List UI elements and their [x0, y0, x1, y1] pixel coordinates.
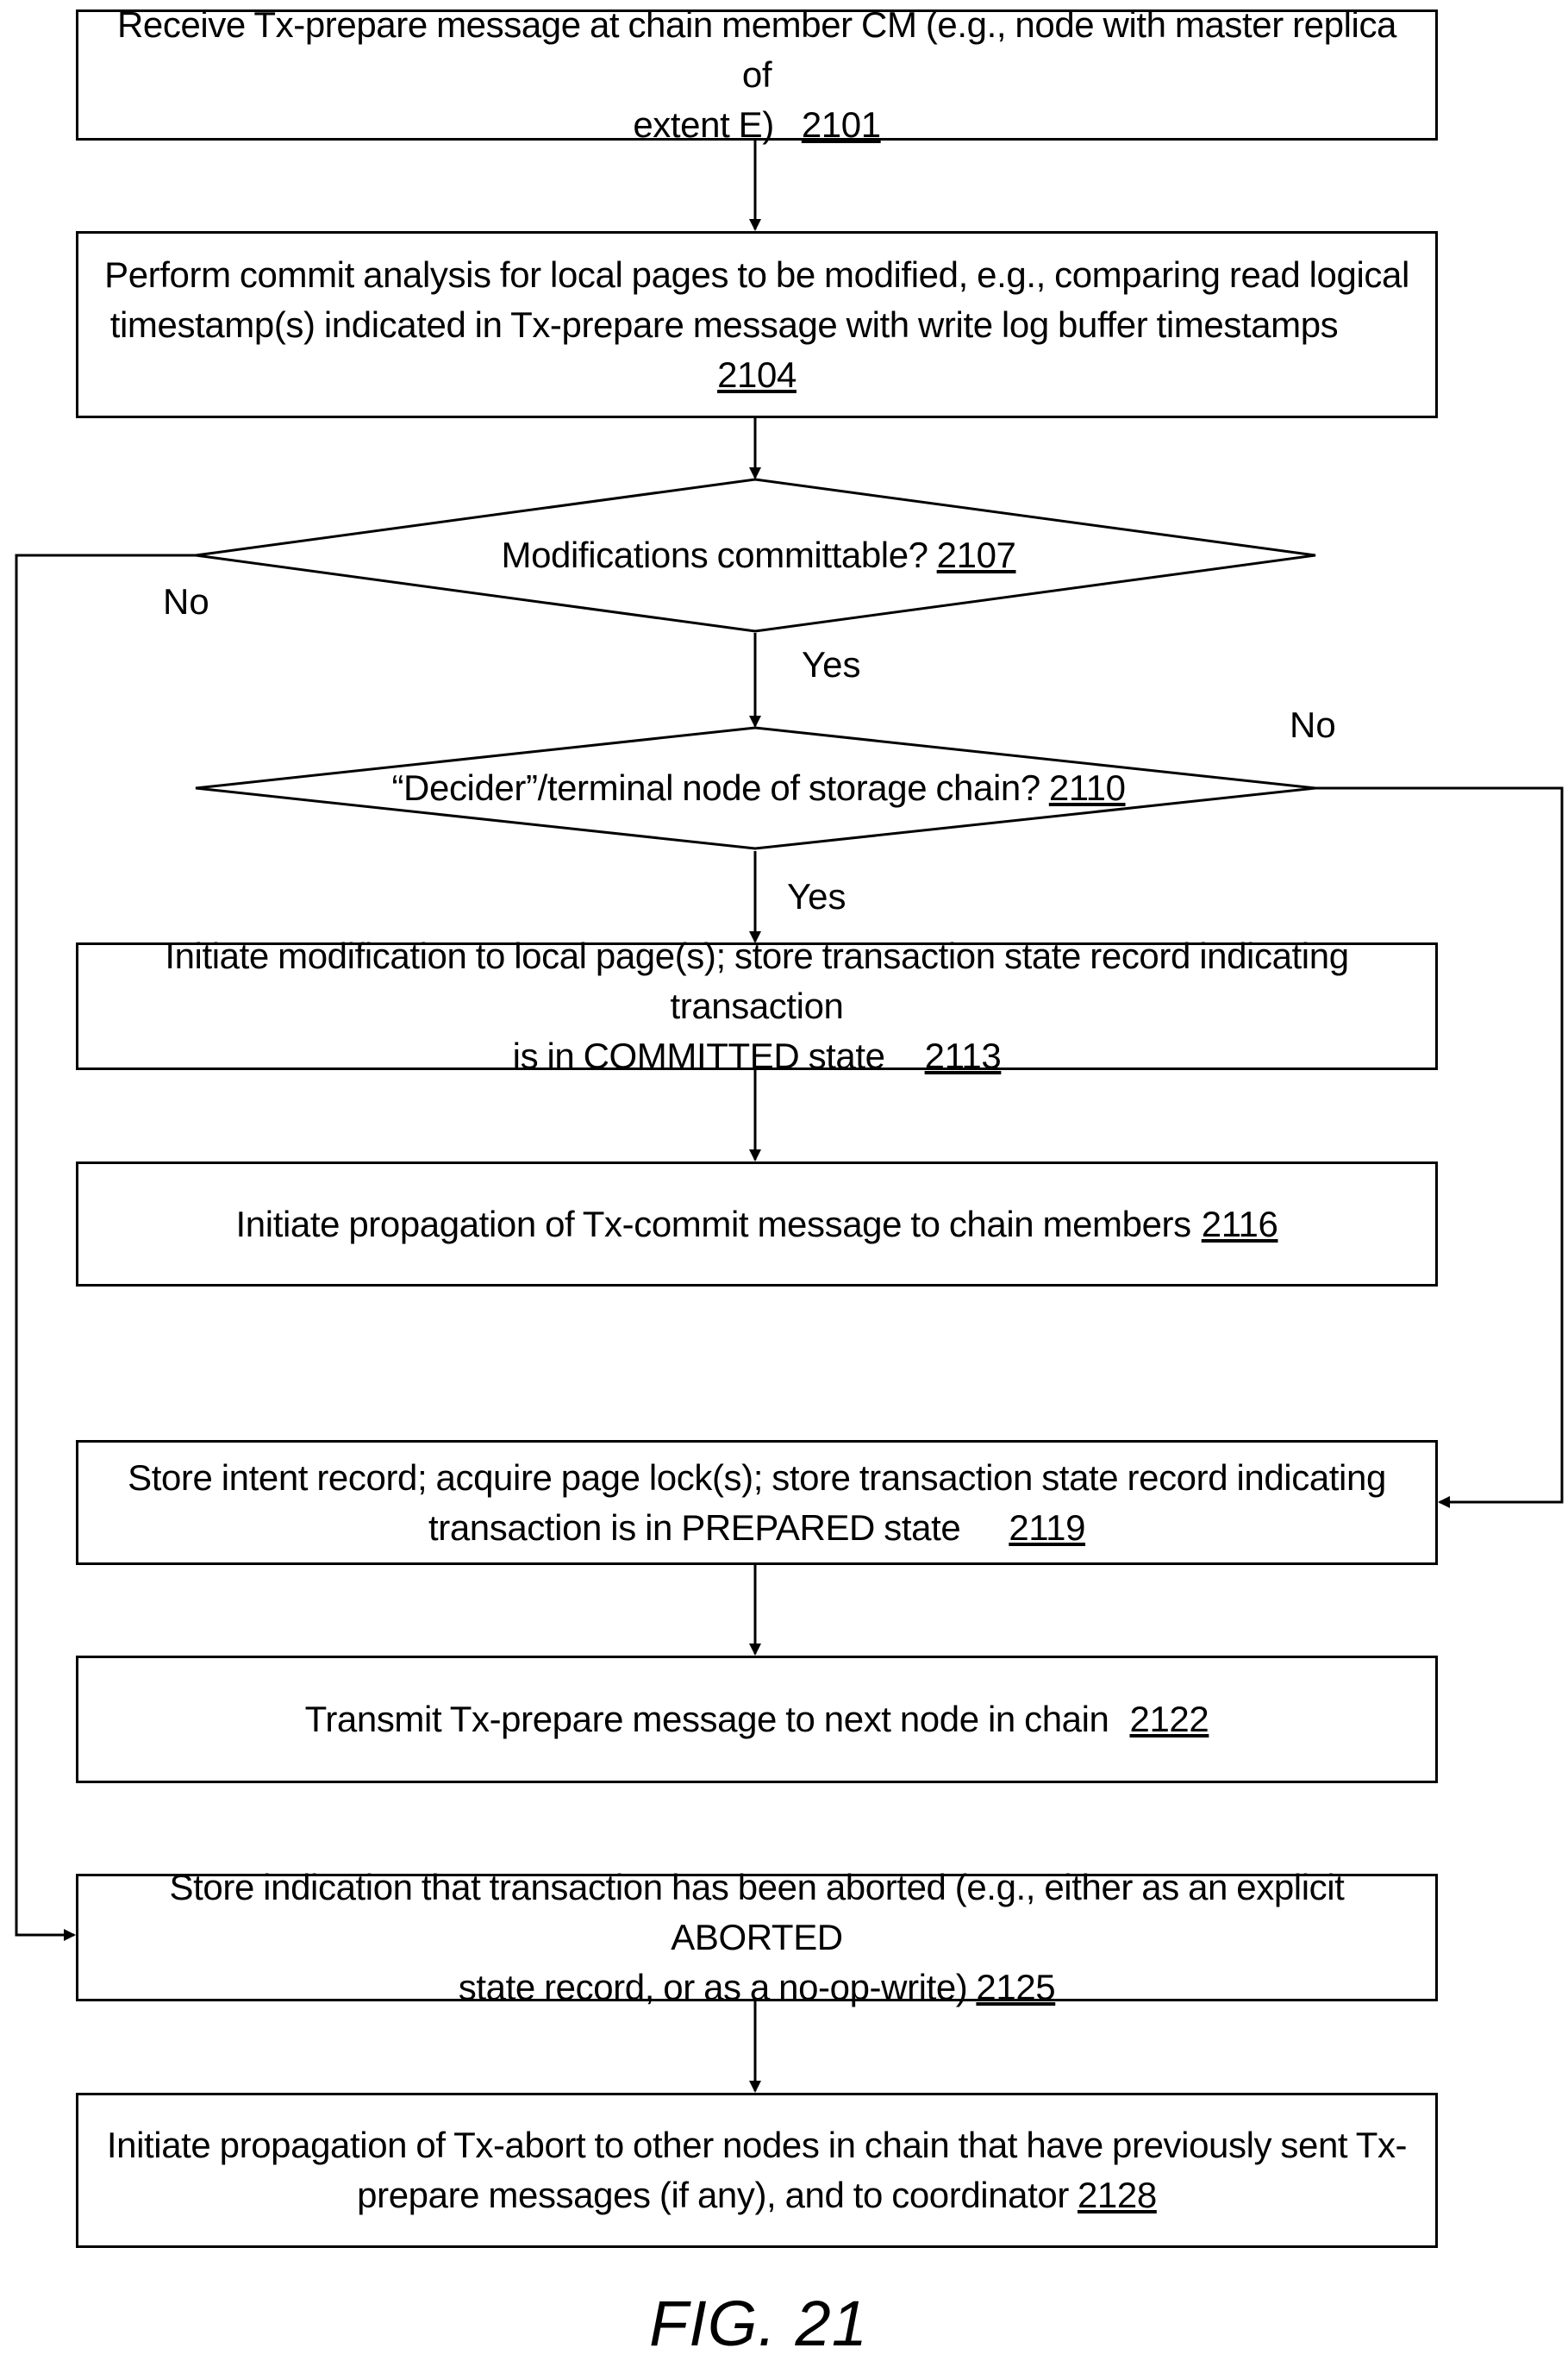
- step-2104-text-a: Perform commit analysis for local pages …: [104, 254, 1409, 295]
- step-2125-text-b: state record, or as a no-op-write): [459, 1967, 968, 2007]
- step-2116-ref: 2116: [1202, 1204, 1278, 1244]
- step-2101-text-b: extent E): [633, 104, 773, 145]
- step-2125-text-a: Store indication that transaction has be…: [170, 1867, 1345, 1957]
- step-2104-box: Perform commit analysis for local pages …: [76, 231, 1438, 418]
- decision-2110-text: “Decider”/terminal node of storage chain…: [391, 767, 1040, 808]
- step-2101-box: Receive Tx-prepare message at chain memb…: [76, 9, 1438, 141]
- step-2113-text-b: is in COMMITTED state: [513, 1036, 885, 1076]
- step-2113-text-a: Initiate modification to local page(s); …: [165, 936, 1348, 1026]
- step-2122-box: Transmit Tx-prepare message to next node…: [76, 1656, 1438, 1783]
- step-2101-text-a: Receive Tx-prepare message at chain memb…: [117, 4, 1396, 95]
- decision-2110-no-label: No: [1290, 704, 1336, 747]
- step-2116-text: Initiate propagation of Tx-commit messag…: [236, 1204, 1191, 1244]
- figure-label: FIG. 21: [0, 2289, 1517, 2358]
- step-2128-ref: 2128: [1078, 2175, 1157, 2215]
- step-2113-box: Initiate modification to local page(s); …: [76, 942, 1438, 1070]
- step-2119-box: Store intent record; acquire page lock(s…: [76, 1440, 1438, 1565]
- decision-2107-yes-label: Yes: [802, 643, 861, 686]
- decision-2107-ref: 2107: [937, 535, 1016, 575]
- decision-2107-text: Modifications committable?: [502, 535, 928, 575]
- decision-2110-label: “Decider”/terminal node of storage chain…: [0, 767, 1517, 810]
- step-2119-text-b: transaction is in PREPARED state: [428, 1507, 960, 1548]
- decision-2107-label: Modifications committable?2107: [0, 534, 1517, 577]
- step-2122-text: Transmit Tx-prepare message to next node…: [305, 1699, 1109, 1739]
- decision-2110-yes-label: Yes: [787, 875, 846, 918]
- step-2101-ref: 2101: [802, 104, 881, 145]
- step-2125-ref: 2125: [976, 1967, 1055, 2007]
- step-2104-ref: 2104: [717, 354, 796, 395]
- step-2119-ref: 2119: [1009, 1507, 1085, 1548]
- step-2128-text-b: prepare messages (if any), and to coordi…: [357, 2175, 1069, 2215]
- step-2113-ref: 2113: [925, 1036, 1002, 1076]
- step-2125-box: Store indication that transaction has be…: [76, 1874, 1438, 2001]
- step-2122-ref: 2122: [1130, 1699, 1209, 1739]
- step-2116-box: Initiate propagation of Tx-commit messag…: [76, 1161, 1438, 1287]
- step-2119-text-a: Store intent record; acquire page lock(s…: [128, 1457, 1386, 1498]
- step-2128-box: Initiate propagation of Tx-abort to othe…: [76, 2093, 1438, 2248]
- decision-2110-ref: 2110: [1049, 767, 1126, 808]
- step-2104-text-b: timestamp(s) indicated in Tx-prepare mes…: [110, 304, 1339, 345]
- arrow-2110-no-to-2119: [1315, 788, 1562, 1502]
- step-2128-text-a: Initiate propagation of Tx-abort to othe…: [107, 2125, 1407, 2165]
- decision-2107-no-label: No: [163, 580, 209, 623]
